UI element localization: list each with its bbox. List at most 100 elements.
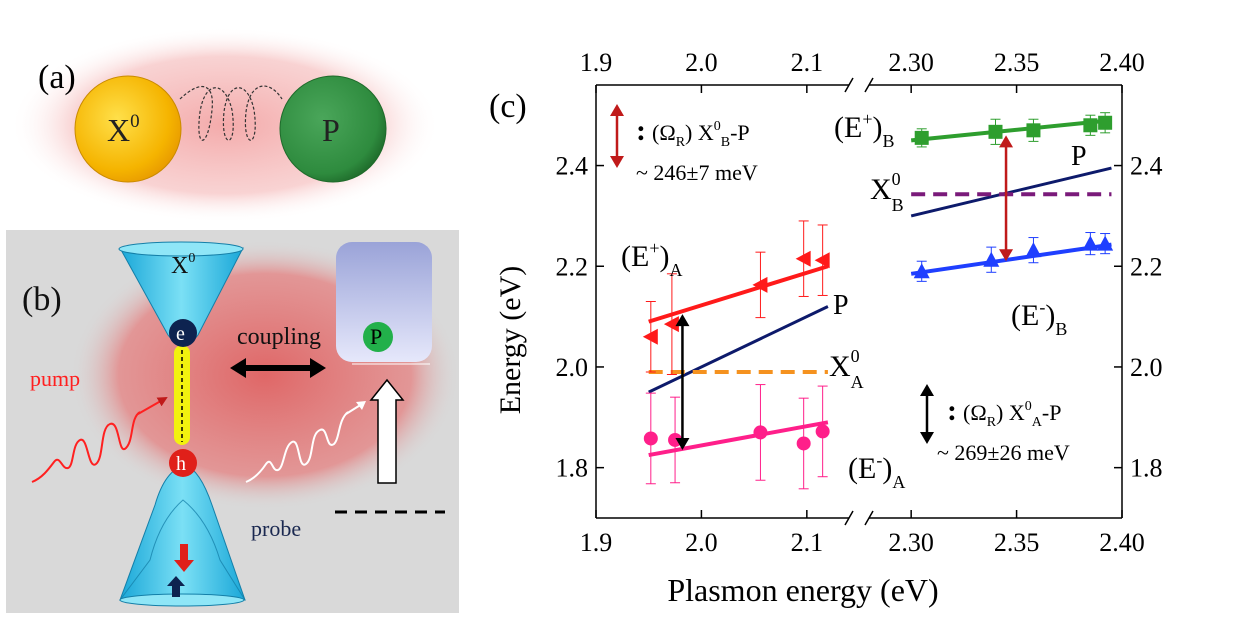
- data-point: [642, 328, 658, 345]
- label-eplus-b: (E+)B: [834, 109, 895, 151]
- data-point: [1097, 235, 1114, 251]
- plasmon-label: P: [322, 112, 340, 148]
- fit-line--e-a-fit: [648, 420, 829, 458]
- label-eplus-a: (E+)A: [621, 238, 682, 280]
- data-point: [814, 252, 830, 269]
- annotation-b: : (ΩR) X0B-P ~ 246±7 meV: [610, 104, 758, 185]
- x-tick-label-top: 2.35: [994, 48, 1040, 77]
- x-tick-label-bottom: 2.40: [1099, 528, 1145, 557]
- fit-lines: [648, 118, 1112, 458]
- data-point: [643, 431, 658, 446]
- annotation-a-text: : (ΩR) X0A-P: [947, 394, 1061, 430]
- splitting-arrow-head-down: [675, 438, 690, 451]
- axis-break-mark: [864, 77, 874, 93]
- x-tick-label-bottom: 2.30: [888, 528, 934, 557]
- plasmon-particle: [363, 322, 393, 352]
- hole: [169, 449, 197, 477]
- data-point: [753, 425, 768, 440]
- annotation-a-arrow-up: [920, 384, 934, 396]
- splitting-arrow-head-down: [999, 249, 1014, 262]
- axis-break-mark: [844, 77, 854, 93]
- panel-a: (a) X0 P: [10, 27, 440, 223]
- electron: [169, 319, 197, 347]
- fit-line--e-b-fit: [910, 242, 1112, 276]
- data-point: [668, 432, 683, 447]
- excitation-arrow: [369, 378, 405, 484]
- y-tick-label-right: 1.8: [1130, 454, 1163, 483]
- y-tick-label-right: 2.2: [1130, 252, 1163, 281]
- data-point: [752, 276, 768, 293]
- annotation-b-value: ~ 246±7 meV: [636, 160, 758, 185]
- annotation-b-arrow-up: [610, 104, 624, 116]
- plasmon-box: [336, 242, 432, 362]
- axis-break-mark: [844, 510, 854, 526]
- data-point: [796, 436, 811, 451]
- data-point: [914, 130, 929, 145]
- x-tick-label-top: 1.9: [580, 48, 613, 77]
- splitting-arrows: [675, 135, 1014, 451]
- exciton-sphere: [74, 75, 182, 183]
- coupling-label: coupling: [237, 324, 321, 350]
- y-axis-label: Energy (eV): [494, 266, 527, 415]
- spring-coil: [179, 85, 283, 141]
- pump-wave: [31, 411, 141, 483]
- data-point: [1082, 235, 1099, 251]
- x-tick-label-bottom: 2.0: [685, 528, 718, 557]
- panel-b-plasmon-label: P: [370, 324, 382, 349]
- data-point: [1098, 115, 1113, 130]
- panel-b-exciton-label: X0: [171, 251, 195, 279]
- panel-b: e h X0 coupling P pump probe (b): [6, 230, 460, 613]
- data-point: [795, 250, 811, 267]
- label-eminus-b: (E-)B: [1011, 297, 1067, 339]
- x-tick-label-top: 2.30: [888, 48, 934, 77]
- x-tick-label-bottom: 2.35: [994, 528, 1040, 557]
- fit-line--e-b-fit: [910, 118, 1112, 143]
- data-point: [1025, 242, 1042, 258]
- pump-arrow: [137, 397, 168, 415]
- x-axis-label: Plasmon energy (eV): [667, 572, 938, 608]
- annotation-b-text: : (ΩR) X0B-P: [636, 114, 750, 150]
- label-x0-a: X0 A: [829, 346, 864, 392]
- data-point: [913, 263, 930, 279]
- probe-wave: [245, 411, 349, 483]
- y-tick-label-left: 2.2: [556, 252, 589, 281]
- fit-line-p-b-: [910, 166, 1112, 218]
- fit-line-p-a-: [648, 305, 829, 394]
- panel-c-label: (c): [489, 88, 527, 125]
- data-point: [1083, 118, 1098, 133]
- axis-break-mark: [864, 510, 874, 526]
- conduction-cone-rim: [118, 241, 244, 257]
- annotation-a-value: ~ 269±26 meV: [937, 440, 1070, 465]
- x-tick-label-top: 2.40: [1099, 48, 1145, 77]
- pump-label: pump: [30, 366, 80, 391]
- splitting-arrow-head-up: [999, 135, 1014, 148]
- fit-line--e-a-fit: [648, 264, 829, 324]
- probe-arrow-head: [356, 401, 366, 410]
- panel-c: (c) Energy (eV) Plasmon energy (eV) 1.8 1…: [489, 48, 1163, 608]
- data-point: [1026, 123, 1041, 138]
- annotation-a: : (ΩR) X0A-P ~ 269±26 meV: [920, 384, 1070, 465]
- data-point: [983, 251, 1000, 267]
- label-p-b: P: [1071, 141, 1087, 172]
- probe-label: probe: [251, 516, 301, 541]
- label-x0-b: X0 B: [870, 169, 904, 215]
- data-point: [988, 124, 1003, 139]
- y-tick-label-left: 2.0: [556, 353, 589, 382]
- annotation-b-arrow-down: [610, 156, 624, 168]
- x-tick-label-bottom: 1.9: [580, 528, 613, 557]
- y-tick-label-right: 2.4: [1130, 152, 1163, 181]
- axes: 1.8 1.8 2.0 2.0 2.2 2.2 2.4 2.4 1.9 1.9 2.0 2.0 2.1 2…: [556, 48, 1163, 557]
- y-tick-label-left: 2.4: [556, 152, 589, 181]
- spin-down-arrow: [174, 544, 194, 572]
- coupling-arrow-left-head: [230, 358, 246, 378]
- plasmon-sphere: [279, 75, 387, 183]
- x-tick-label-top: 2.1: [791, 48, 824, 77]
- x-tick-label-bottom: 2.1: [791, 528, 824, 557]
- data-point: [815, 424, 830, 439]
- y-tick-label-left: 1.8: [556, 454, 589, 483]
- valence-cone-rim: [119, 593, 245, 607]
- y-tick-label-right: 2.0: [1130, 353, 1163, 382]
- coupling-arrow-right-head: [310, 358, 326, 378]
- data-points: [642, 112, 1114, 490]
- panel-b-label: (b): [22, 281, 62, 318]
